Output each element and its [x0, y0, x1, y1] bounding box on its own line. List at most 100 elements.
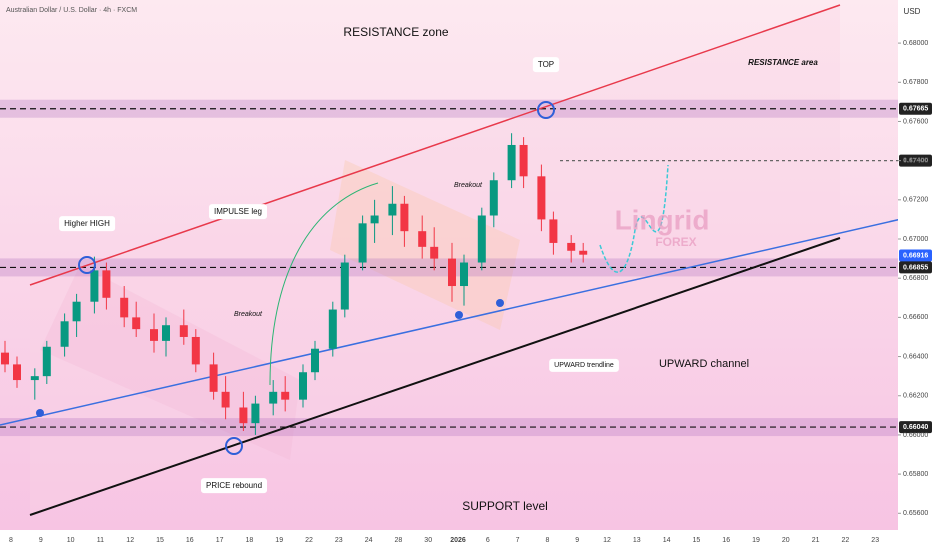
impulse-arrow [269, 182, 379, 386]
x-tick-label: 17 [216, 537, 224, 544]
candle-body [269, 391, 278, 404]
candle-body [579, 250, 588, 255]
candle-body [191, 336, 200, 365]
level-tag [899, 154, 932, 167]
level-tag [899, 102, 932, 115]
candle-body [90, 270, 99, 302]
level-zone [0, 99, 898, 118]
x-tick-label: 22 [305, 537, 313, 544]
candle-body [388, 203, 397, 216]
annotation: UPWARD trendline [554, 362, 614, 369]
time-axis [0, 530, 898, 550]
y-tick-label: 0.65600 [903, 510, 928, 517]
candle-body [460, 262, 468, 287]
y-tick-label: 0.68000 [903, 40, 928, 47]
currency: USD [904, 7, 921, 16]
x-tick-label: 12 [126, 537, 134, 544]
annotation: PRICE rebound [206, 481, 262, 490]
level-label: 0.67665 [903, 106, 928, 113]
y-tick-label: 0.67600 [903, 118, 928, 125]
level-tag [899, 261, 932, 274]
level-label: 0.67400 [903, 157, 928, 164]
level-tag [899, 421, 932, 434]
x-tick-label: 9 [575, 537, 579, 544]
trendline [0, 211, 932, 426]
candle-body [448, 258, 456, 287]
candle-body [340, 262, 349, 310]
candle-body [281, 391, 290, 400]
dot [36, 409, 44, 417]
level-label: 0.66916 [903, 252, 928, 259]
y-tick-label: 0.66200 [903, 393, 928, 400]
candle-body [507, 144, 516, 181]
candle-body [400, 203, 409, 232]
x-tick-label: 11 [97, 537, 104, 544]
x-tick-label: 9 [39, 537, 43, 544]
markers [78, 101, 555, 455]
candle-body [311, 348, 319, 373]
annotation-box [532, 57, 560, 73]
annotation: Breakout [234, 311, 263, 318]
x-tick-label: 19 [752, 537, 760, 544]
annotation-box [200, 478, 268, 494]
candle-body [162, 325, 170, 341]
x-tick-label: 13 [633, 537, 641, 544]
level-zone [0, 418, 898, 437]
annotation: TOP [538, 60, 554, 69]
logo-text: FOREX [655, 235, 696, 249]
annotation-box [208, 204, 268, 220]
level-label: 0.66040 [903, 424, 928, 431]
y-tick-label: 0.66400 [903, 353, 928, 360]
candle-body [1, 352, 9, 365]
candle-body [239, 407, 248, 424]
y-tick-label: 0.66800 [903, 275, 928, 282]
marker [537, 101, 555, 119]
candle-body [30, 376, 39, 381]
candle-body [519, 144, 528, 177]
annotation: RESISTANCE area [748, 58, 818, 67]
annotation: SUPPORT level [462, 499, 548, 513]
annotation-box [549, 358, 619, 372]
y-tick-label: 0.67000 [903, 236, 928, 243]
annotation: Higher HIGH [64, 219, 110, 228]
y-tick-label: 0.67400 [903, 157, 928, 164]
annotation-box [59, 216, 116, 232]
x-tick-label: 10 [67, 537, 75, 544]
falling-channel [40, 265, 300, 460]
projection-path [599, 164, 669, 273]
x-tick-label: 30 [424, 537, 432, 544]
annotation: UPWARD channel [659, 358, 749, 370]
marker [225, 437, 243, 455]
x-tick-label: 18 [246, 537, 254, 544]
support-line [29, 237, 841, 516]
annotation: Breakout [454, 182, 483, 189]
candle-body [132, 317, 141, 330]
logo-text: Lingrid [615, 204, 710, 235]
y-tick-label: 0.67200 [903, 197, 928, 204]
x-tick-label: 6 [486, 537, 490, 544]
x-tick-label: 8 [545, 537, 549, 544]
candle-body [328, 309, 337, 349]
x-tick-label: 22 [842, 537, 850, 544]
candle-body [489, 180, 498, 216]
candle-body [120, 297, 129, 318]
y-tick-label: 0.66600 [903, 314, 928, 321]
candle-body [42, 346, 51, 377]
annotation: IMPULSE leg [214, 207, 262, 216]
x-tick-label: 7 [516, 537, 520, 544]
x-tick-label: 24 [365, 537, 373, 544]
candle-body [221, 391, 230, 408]
level-tag [899, 249, 932, 262]
x-tick-label: 20 [782, 537, 790, 544]
candle-body [549, 219, 558, 243]
marker [78, 256, 96, 274]
resistance-line [29, 4, 841, 286]
candle-body [418, 231, 427, 247]
channel-fill [30, 5, 840, 515]
x-tick-label: 23 [871, 537, 879, 544]
candle-body [251, 403, 260, 424]
chart-title: Australian Dollar / U.S. Dollar · 4h · F… [6, 7, 137, 14]
candle-body [209, 364, 218, 392]
x-tick-label: 23 [335, 537, 343, 544]
